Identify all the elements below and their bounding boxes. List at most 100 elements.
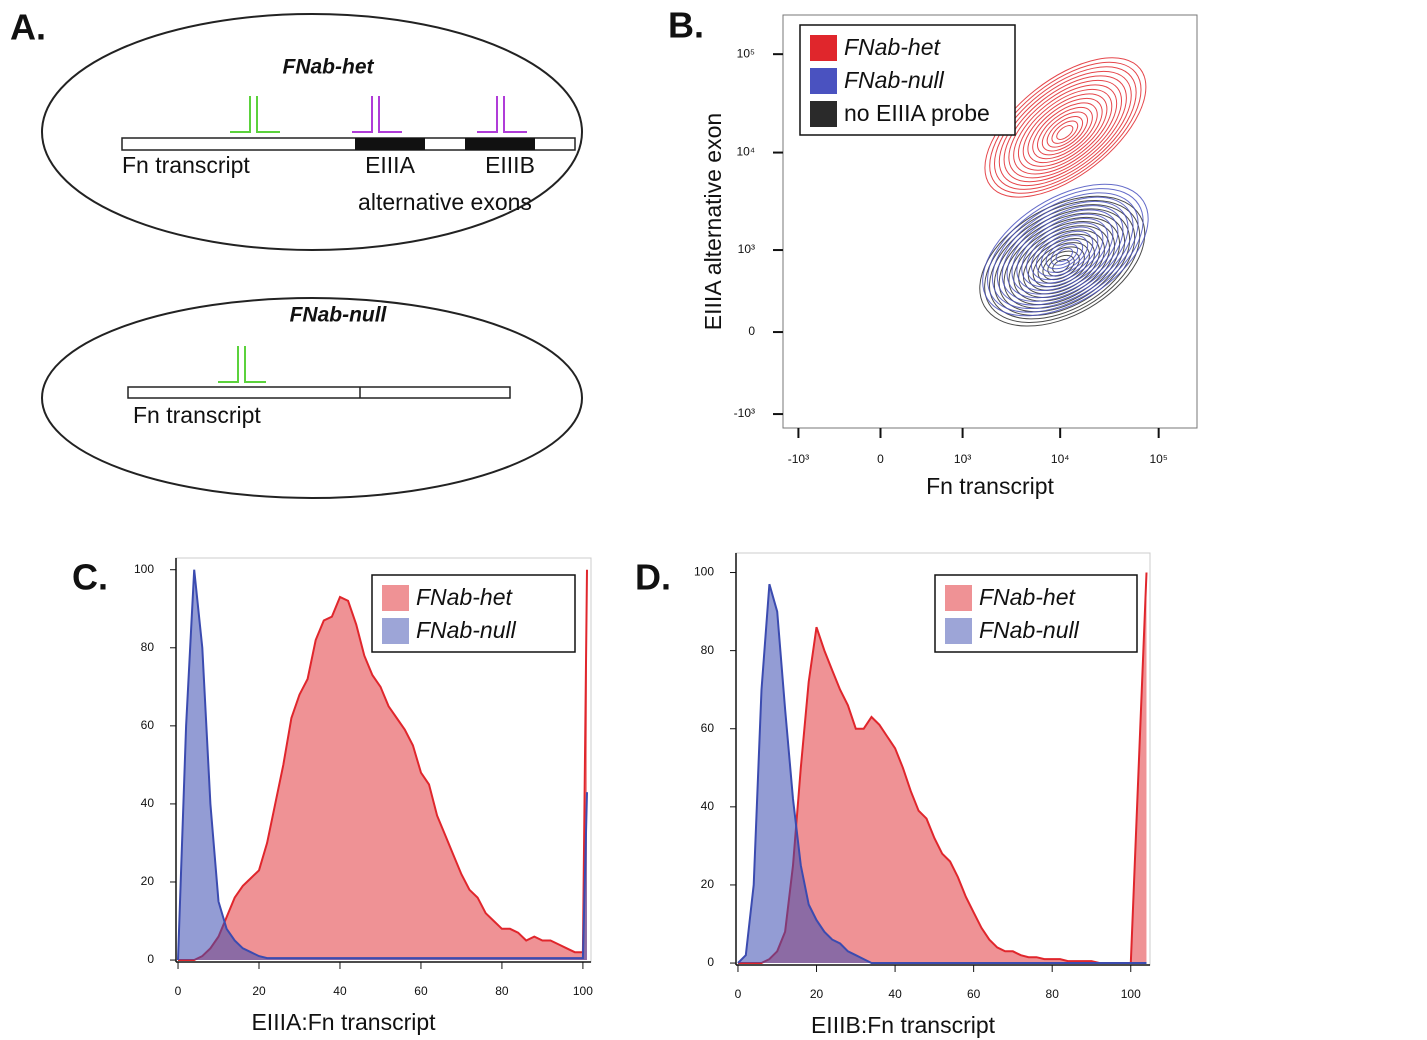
legend-swatch: [382, 618, 409, 644]
cell-outline: [41, 297, 583, 499]
y-axis-label: EIIIA alternative exon: [700, 113, 726, 330]
probe: [230, 96, 280, 133]
contour-ring: [1045, 239, 1084, 270]
contour-ring: [996, 196, 1134, 306]
x-tick-label: 60: [414, 984, 428, 998]
transcript-bar: [127, 386, 511, 399]
y-tick-label: 10³: [738, 242, 755, 256]
x-tick-label: 100: [573, 984, 593, 998]
legend-label: FNab-null: [979, 617, 1080, 643]
y-tick-label: 80: [141, 640, 155, 654]
contour-ring: [1008, 221, 1116, 306]
legend-swatch: [945, 618, 972, 644]
contour-ring: [1056, 125, 1074, 140]
contour-ring: [1003, 216, 1121, 309]
legend-label: FNab-het: [416, 584, 513, 610]
contour-ring: [1051, 120, 1079, 144]
x-tick-label: 10³: [954, 452, 971, 466]
x-tick-label: 10⁵: [1150, 452, 1168, 466]
contour-ring: [1027, 97, 1103, 164]
contour-ring: [1032, 102, 1098, 160]
legend-label: FNab-null: [416, 617, 517, 643]
contour-ring: [989, 61, 1142, 194]
legend-swatch: [945, 585, 972, 611]
contour-ring: [1035, 230, 1094, 277]
legend-swatch: [810, 101, 837, 127]
contour-ring: [1021, 218, 1109, 288]
plot-frame: [782, 14, 1198, 429]
contour-ring: [1001, 200, 1129, 302]
contour-ring: [1055, 247, 1074, 263]
y-tick-label: 100: [134, 562, 154, 576]
contour-ring: [979, 195, 1146, 327]
contour-ring: [1013, 84, 1118, 175]
legend-label: FNab-null: [844, 67, 945, 93]
exon-label: EIIIA: [365, 152, 416, 178]
x-tick-label: 0: [735, 987, 742, 1001]
contour-ring: [1003, 75, 1127, 183]
contour-ring: [998, 70, 1132, 187]
panel-label: B.: [668, 5, 704, 46]
contour: [982, 183, 1149, 317]
contour: [984, 57, 1147, 198]
x-axis-label: EIIIB:Fn transcript: [811, 1012, 996, 1038]
contour-ring: [1041, 111, 1088, 152]
contour-ring: [1026, 222, 1104, 284]
line: [178, 569, 588, 961]
contour-ring: [1017, 88, 1113, 171]
contour-ring: [1016, 213, 1114, 291]
contour-ring: [1006, 205, 1124, 299]
legend-label: FNab-het: [979, 584, 1076, 610]
contour-ring: [988, 204, 1136, 320]
area: [178, 569, 587, 961]
legend-label: no EIIIA probe: [844, 100, 990, 126]
contour-ring: [1050, 243, 1079, 266]
contour-ring: [1008, 79, 1123, 179]
panel-label: D.: [635, 557, 671, 598]
y-tick-label: 0: [748, 324, 755, 338]
contour-ring: [1011, 209, 1119, 295]
line: [177, 569, 588, 961]
x-tick-label: 40: [333, 984, 347, 998]
contour-ring: [993, 208, 1131, 316]
x-tick-label: 100: [1121, 987, 1141, 1001]
legend-swatch: [810, 68, 837, 94]
cell-outline: [41, 13, 583, 251]
legend-swatch: [810, 35, 837, 61]
x-tick-label: 60: [967, 987, 981, 1001]
legend-label: FNab-het: [844, 34, 941, 60]
x-axis-label: Fn transcript: [926, 473, 1054, 499]
probe: [477, 96, 527, 133]
line: [738, 572, 1148, 964]
contour-ring: [1031, 226, 1099, 281]
contour-ring: [1022, 93, 1108, 167]
x-tick-label: 20: [252, 984, 266, 998]
x-tick-label: -10³: [788, 452, 809, 466]
y-tick-label: 0: [707, 955, 714, 969]
contour-ring: [998, 212, 1126, 313]
contour-ring: [982, 183, 1149, 317]
contour-ring: [984, 57, 1147, 198]
y-tick-label: 10⁴: [736, 145, 755, 159]
y-tick-label: 20: [141, 874, 155, 888]
exons-caption: alternative exons: [358, 189, 532, 215]
contour-ring: [1037, 106, 1093, 156]
contour-ring: [993, 66, 1137, 190]
x-tick-label: 20: [810, 987, 824, 1001]
probe: [352, 96, 402, 133]
y-tick-label: 60: [141, 718, 155, 732]
contour-ring: [987, 188, 1144, 313]
genotype-title: FNab-het: [283, 56, 375, 79]
y-tick-label: 40: [141, 796, 155, 810]
x-axis-label: EIIIA:Fn transcript: [251, 1009, 436, 1035]
area: [737, 584, 1147, 964]
transcript-label: Fn transcript: [122, 152, 250, 178]
x-tick-label: 80: [495, 984, 509, 998]
contour-ring: [1040, 235, 1089, 273]
probe: [218, 346, 266, 383]
y-tick-label: 20: [701, 877, 715, 891]
area: [178, 569, 587, 961]
x-tick-label: 40: [888, 987, 902, 1001]
y-tick-label: 60: [701, 721, 715, 735]
